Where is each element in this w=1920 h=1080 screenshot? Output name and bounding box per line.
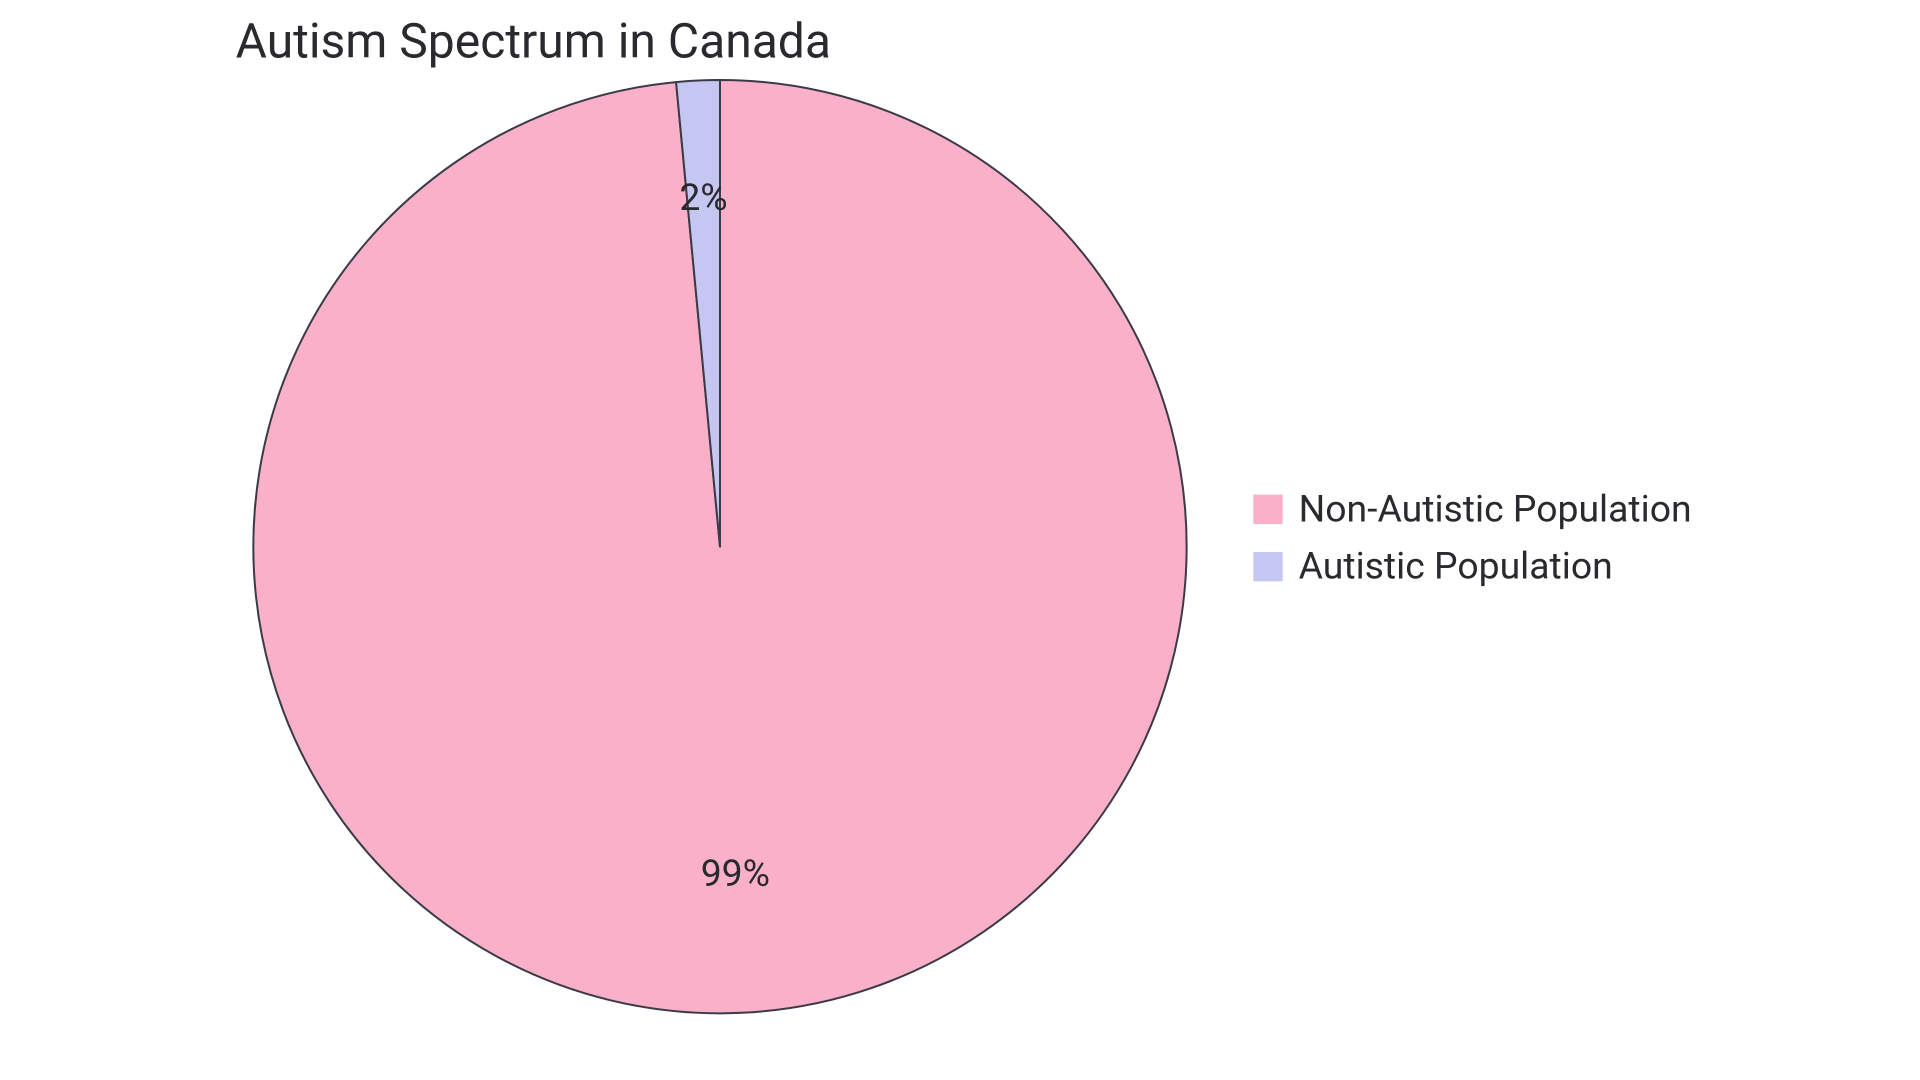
legend-swatch-1 <box>1253 551 1282 580</box>
legend-item-1: Autistic Population <box>1253 544 1691 588</box>
legend-label-0: Non-Autistic Population <box>1299 487 1692 531</box>
legend: Non-Autistic Population Autistic Populati… <box>1253 487 1691 588</box>
legend-label-1: Autistic Population <box>1299 544 1613 588</box>
pie-chart-container: Autism Spectrum in Canada Non-Autistic P… <box>0 0 1920 1080</box>
slice-label-0: 99% <box>701 851 770 895</box>
legend-swatch-0 <box>1253 494 1282 523</box>
legend-item-0: Non-Autistic Population <box>1253 487 1691 531</box>
slice-label-1: 2% <box>679 175 727 219</box>
